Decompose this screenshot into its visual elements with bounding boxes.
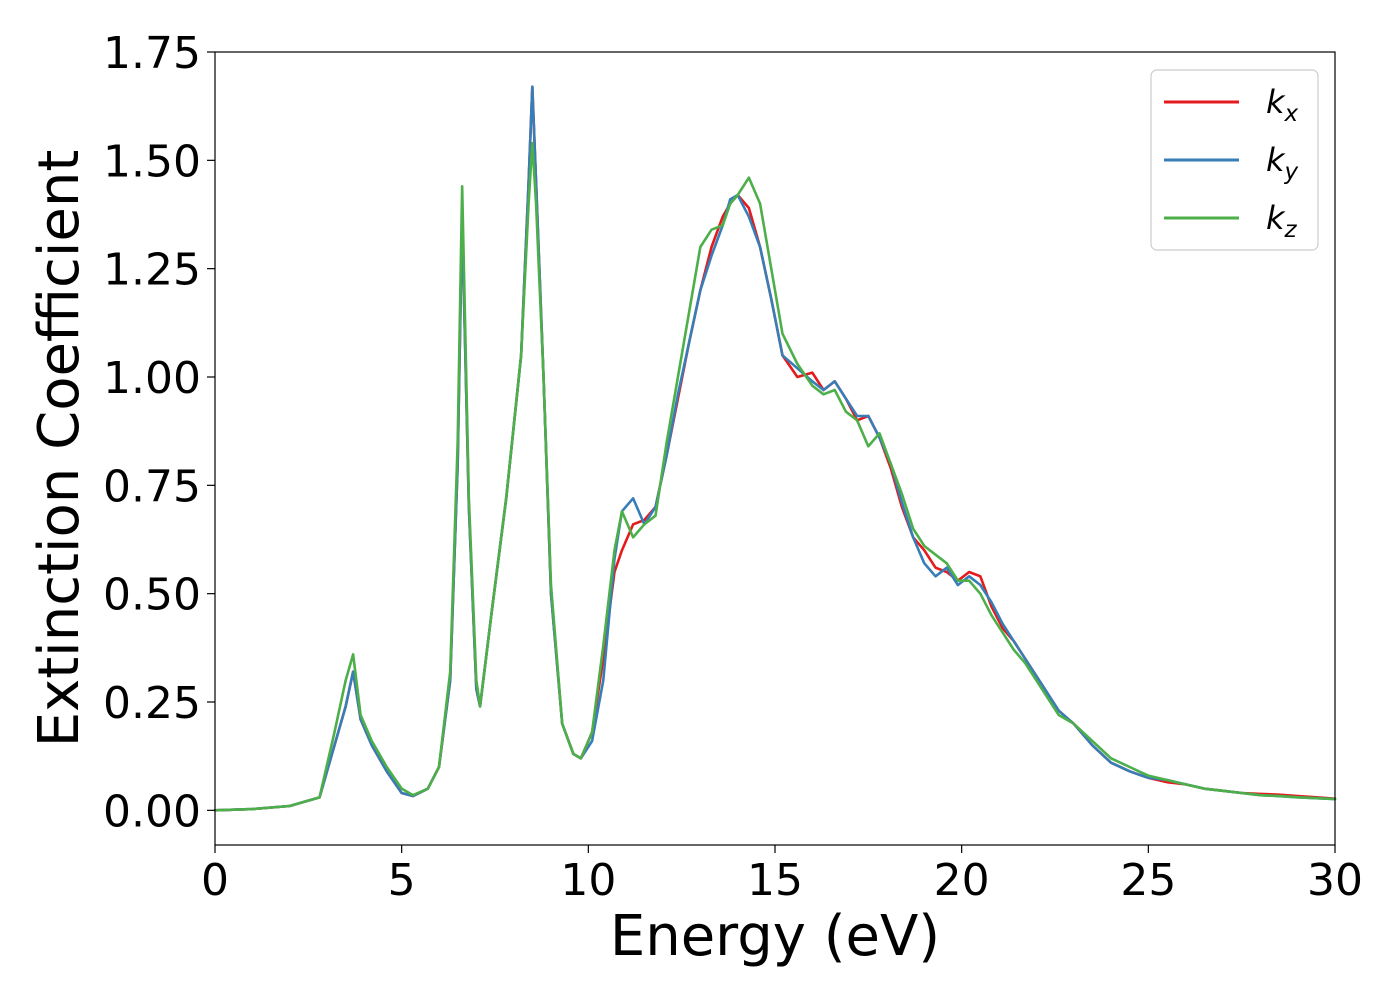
x-axis-title: Energy (eV): [610, 904, 940, 969]
x-tick-label: 0: [201, 855, 229, 906]
legend-label-kz: kz: [1266, 199, 1298, 243]
x-tick-label: 20: [934, 855, 990, 906]
y-tick-label: 0.50: [103, 570, 201, 621]
y-tick-label: 1.00: [103, 353, 201, 404]
y-tick-label: 1.75: [103, 28, 201, 79]
y-tick-label: 1.50: [103, 136, 201, 187]
legend-label-ky: ky: [1266, 141, 1299, 185]
y-tick-label: 0.00: [103, 786, 201, 837]
x-tick-label: 25: [1120, 855, 1176, 906]
series-line-kz: [213, 141, 1337, 812]
y-tick-label: 1.25: [103, 245, 201, 296]
x-tick-label: 15: [747, 855, 803, 906]
x-tick-label: 30: [1307, 855, 1363, 906]
y-tick-label: 0.25: [103, 678, 201, 729]
x-tick-label: 5: [388, 855, 416, 906]
series-layer: [213, 85, 1337, 812]
legend-label-kx: kx: [1266, 83, 1299, 127]
axes-layer: 0 5 10 15 20 25 30 0.00 0.25 0.50 0.75 1.00 1.25 1.50…: [103, 28, 1363, 906]
y-axis-title: Extinction Coefficient: [27, 150, 92, 748]
x-tick-label: 10: [560, 855, 616, 906]
legend: kx ky kz: [1150, 69, 1319, 251]
y-tick-label: 0.75: [103, 461, 201, 512]
